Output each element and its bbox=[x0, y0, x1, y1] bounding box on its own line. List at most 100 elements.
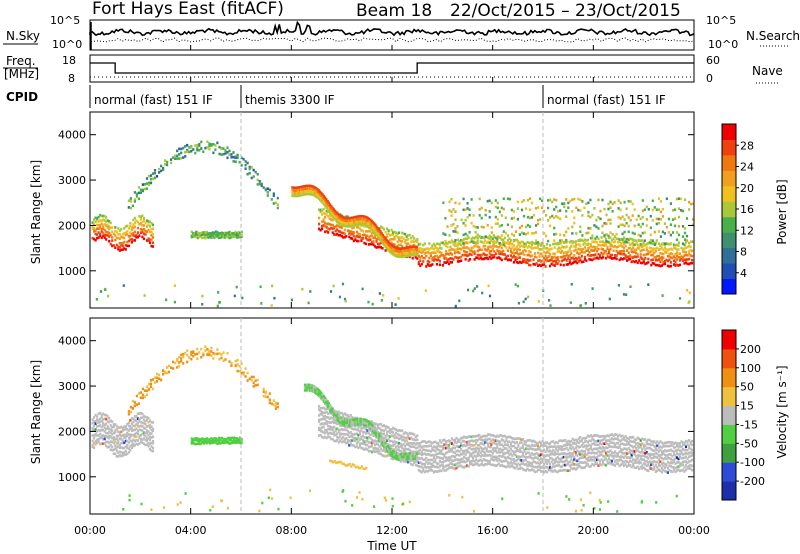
scatter-cell bbox=[657, 242, 660, 245]
scatter-cell bbox=[627, 437, 630, 440]
scatter-cell bbox=[413, 441, 416, 445]
scatter-cell bbox=[392, 231, 395, 234]
scatter-cell bbox=[318, 222, 321, 226]
scatter-cell bbox=[505, 451, 508, 455]
scatter-cell bbox=[236, 153, 239, 157]
scatter-cell bbox=[653, 460, 656, 463]
scatter-cell bbox=[672, 466, 676, 469]
scatter-cell bbox=[555, 232, 558, 236]
scatter-cell bbox=[97, 421, 100, 424]
scatter-cell bbox=[458, 251, 461, 255]
scatter-cell bbox=[462, 221, 465, 225]
scatter-cell bbox=[511, 449, 514, 453]
scatter-cell bbox=[426, 458, 429, 462]
scatter-cell bbox=[423, 462, 426, 466]
scatter-cell bbox=[382, 227, 386, 231]
scatter-cell bbox=[425, 265, 428, 268]
scatter-cell bbox=[446, 464, 449, 467]
scatter-cell bbox=[390, 439, 393, 443]
scatter-cell bbox=[454, 210, 457, 213]
scatter-cell bbox=[571, 442, 574, 445]
scatter-cell bbox=[555, 198, 558, 202]
scatter-cell bbox=[565, 459, 568, 462]
scatter-cell bbox=[443, 243, 446, 246]
scatter-cell bbox=[141, 432, 144, 436]
scatter-cell bbox=[404, 252, 407, 255]
scatter-cell bbox=[666, 456, 669, 460]
scatter-cell bbox=[579, 198, 582, 202]
scatter-cell bbox=[555, 464, 558, 467]
scatter-cell bbox=[319, 190, 322, 193]
scatter-cell bbox=[583, 238, 586, 242]
scatter-cell bbox=[111, 226, 114, 229]
scatter-cell bbox=[149, 174, 153, 177]
scatter-cell bbox=[607, 450, 611, 454]
scatter-cell bbox=[691, 261, 694, 265]
scatter-cell bbox=[139, 437, 142, 441]
scatter-cell bbox=[597, 247, 600, 251]
scatter-cell bbox=[636, 255, 639, 258]
scatter-cell bbox=[386, 425, 389, 429]
scatter-cell bbox=[680, 246, 683, 250]
scatter-cell bbox=[447, 249, 451, 252]
scatter-cell bbox=[548, 299, 551, 302]
scatter-cell bbox=[298, 194, 302, 197]
scatter-cell bbox=[530, 447, 534, 451]
scatter-cell bbox=[488, 460, 491, 463]
scatter-cell bbox=[586, 444, 589, 448]
scatter-cell bbox=[654, 451, 657, 455]
scatter-cell bbox=[648, 438, 651, 442]
scatter-cell bbox=[417, 442, 420, 445]
scatter-cell bbox=[349, 442, 352, 445]
scatter-cell bbox=[428, 461, 431, 465]
scatter-cell bbox=[537, 218, 540, 222]
scatter-cell bbox=[417, 465, 420, 468]
scatter-cell bbox=[493, 449, 496, 453]
scatter-cell bbox=[685, 239, 689, 242]
scatter-cell bbox=[345, 413, 348, 416]
scatter-cell bbox=[341, 282, 345, 286]
scatter-cell bbox=[120, 451, 123, 454]
scatter-cell bbox=[683, 470, 686, 473]
scatter-cell bbox=[360, 217, 363, 221]
scatter-cell bbox=[541, 263, 544, 266]
scatter-cell bbox=[444, 456, 448, 459]
scatter-cell bbox=[94, 232, 97, 236]
scatter-cell bbox=[328, 421, 331, 424]
scatter-cell bbox=[570, 452, 573, 456]
scatter-cell bbox=[342, 216, 346, 219]
scatter-cell bbox=[455, 458, 458, 461]
scatter-cell bbox=[375, 246, 378, 249]
scatter-cell bbox=[620, 257, 623, 260]
scatter-cell bbox=[680, 440, 683, 443]
scatter-cell bbox=[453, 251, 457, 255]
scatter-cell bbox=[121, 248, 124, 251]
scatter-cell bbox=[130, 228, 133, 231]
scatter-cell bbox=[94, 229, 97, 232]
scatter-cell bbox=[390, 228, 393, 232]
scatter-cell bbox=[388, 249, 391, 253]
scatter-cell bbox=[416, 257, 419, 260]
scatter-cell bbox=[597, 454, 600, 458]
scatter-cell bbox=[597, 243, 600, 247]
scatter-cell bbox=[506, 451, 509, 455]
scatter-cell bbox=[366, 431, 369, 434]
scatter-cell bbox=[117, 247, 120, 251]
scatter-cell bbox=[407, 234, 410, 237]
scatter-cell bbox=[555, 215, 558, 218]
scatter-cell bbox=[624, 254, 627, 257]
scatter-cell bbox=[668, 252, 671, 256]
scatter-cell bbox=[642, 438, 645, 441]
scatter-cell bbox=[627, 258, 630, 261]
scatter-cell bbox=[222, 236, 225, 239]
scatter-cell bbox=[404, 447, 407, 451]
scatter-cell bbox=[615, 437, 618, 441]
scatter-cell bbox=[473, 236, 476, 240]
scatter-cell bbox=[638, 437, 641, 441]
scatter-cell bbox=[434, 246, 437, 249]
scatter-cell bbox=[225, 233, 228, 236]
scatter-cell bbox=[591, 213, 594, 217]
scatter-cell bbox=[240, 164, 243, 167]
scatter-cell bbox=[141, 189, 144, 193]
scatter-cell bbox=[328, 431, 331, 435]
